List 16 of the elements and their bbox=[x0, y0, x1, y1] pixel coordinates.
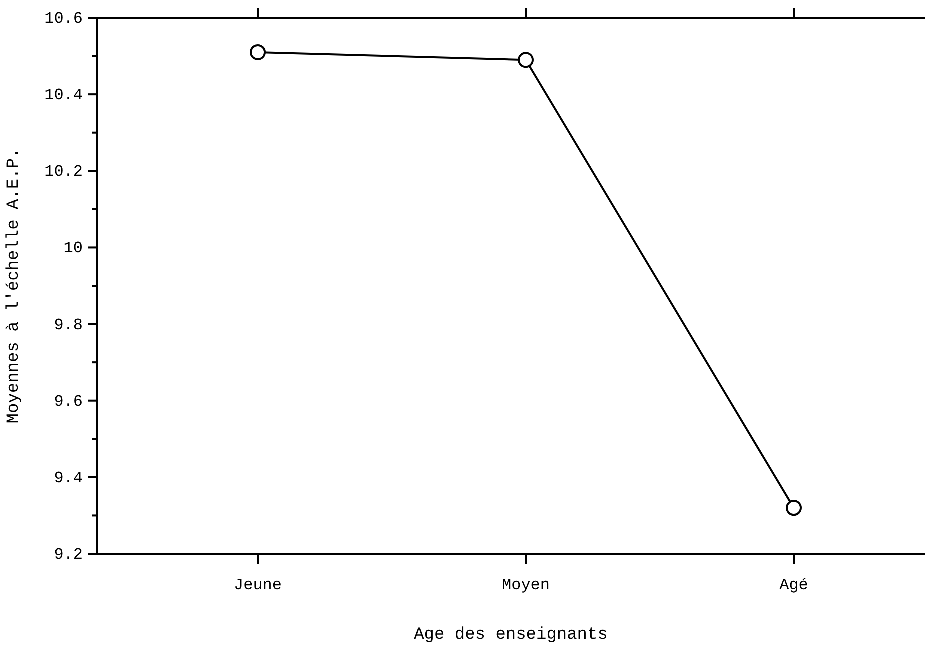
x-tick-label: Moyen bbox=[502, 576, 550, 594]
y-tick-label: 10 bbox=[64, 240, 83, 258]
x-tick-label: Jeune bbox=[234, 576, 282, 594]
y-tick-label: 10.6 bbox=[44, 10, 83, 28]
point bbox=[250, 44, 266, 60]
y-tick-label: 9.8 bbox=[54, 316, 83, 334]
y-tick-label: 9.4 bbox=[54, 469, 83, 488]
y-tick-label: 10.4 bbox=[44, 86, 83, 105]
point bbox=[518, 52, 534, 68]
y-tick-label: 9.2 bbox=[54, 546, 83, 564]
point bbox=[786, 500, 802, 516]
x-tick-label: Agé bbox=[780, 576, 808, 594]
y-tick-label: 9.6 bbox=[54, 392, 83, 411]
y-axis-title: Moyennes à l'échelle A.E.P. bbox=[5, 148, 24, 424]
x-axis-title: Age des enseignants bbox=[414, 626, 608, 645]
y-tick-label: 10.2 bbox=[44, 163, 83, 182]
